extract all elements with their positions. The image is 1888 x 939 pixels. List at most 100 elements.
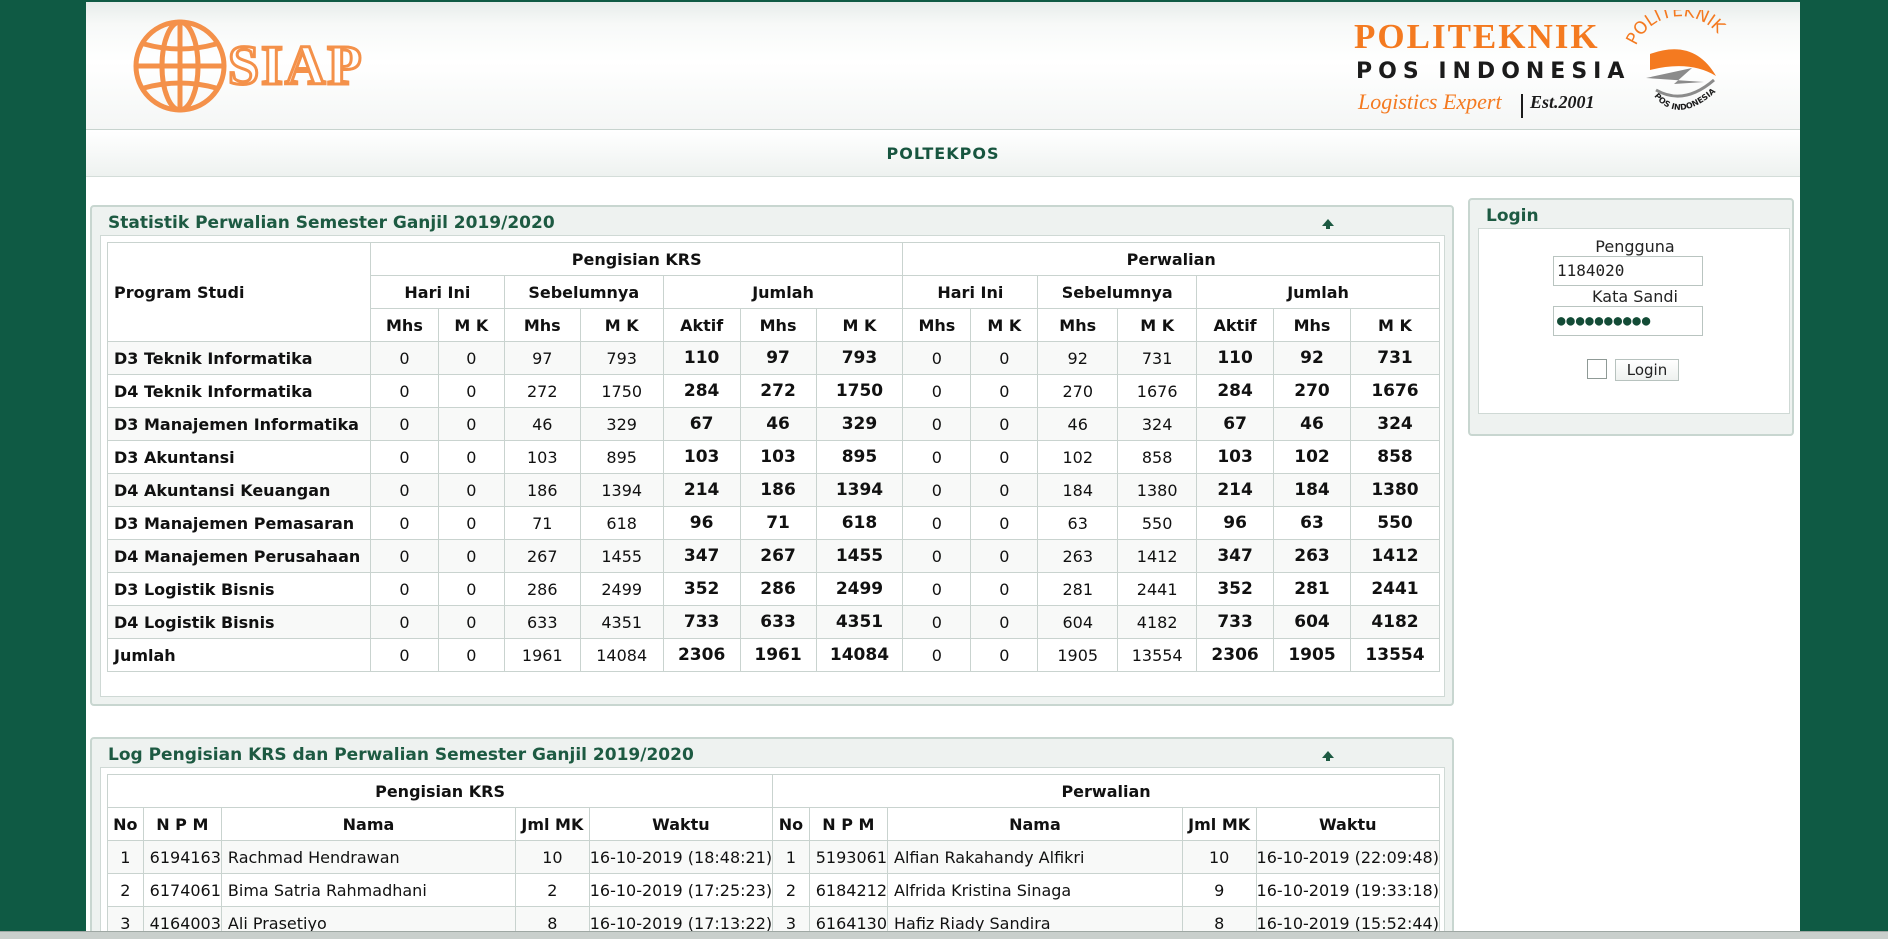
stat-row: D4 Logistik Bisnis 0 0 633 4351 733 633 4351 0 0 6… bbox=[107, 605, 1441, 639]
log-table-body: 1 6194163 Rachmad Hendrawan 10 16-10-2019 (1… bbox=[107, 840, 1440, 939]
stat-cell: 96 bbox=[1196, 506, 1275, 540]
stat-cell: 0 bbox=[970, 572, 1039, 606]
col-npm: N P M bbox=[142, 807, 222, 841]
stat-cell: 14084 bbox=[815, 638, 904, 672]
collapse-up-icon[interactable] bbox=[1322, 751, 1334, 761]
stat-cell: 281 bbox=[1273, 572, 1351, 606]
stat-cell: 4182 bbox=[1349, 605, 1441, 639]
stat-cell: 895 bbox=[815, 440, 904, 474]
page: SIAP POLITEKNIK POS INDONESIA Logistics … bbox=[86, 2, 1800, 939]
log-panel: Log Pengisian KRS dan Perwalian Semester… bbox=[90, 737, 1454, 939]
stat-cell: 0 bbox=[369, 407, 439, 441]
stat-cell: 4182 bbox=[1117, 605, 1198, 639]
stat-cell: 1412 bbox=[1349, 539, 1441, 573]
krs-sebelumnya: Sebelumnya bbox=[503, 275, 664, 309]
group-perwalian: Perwalian bbox=[902, 242, 1440, 276]
stat-row: Jumlah 0 0 1961 14084 2306 1961 14084 0 0 1905 1355… bbox=[107, 638, 1441, 672]
waktu-cell: 16-10-2019 (18:48:21) bbox=[588, 840, 774, 874]
stat-cell: 4351 bbox=[579, 605, 664, 639]
log-group-pengisian-krs: Pengisian KRS bbox=[106, 774, 774, 808]
jml-mk-cell: 2 bbox=[515, 873, 590, 907]
stat-cell: 284 bbox=[1196, 374, 1275, 408]
remember-checkbox[interactable] bbox=[1587, 359, 1607, 379]
stat-cell: 1380 bbox=[1117, 473, 1198, 507]
politeknik-logo[interactable]: POLITEKNIK POS INDONESIA Logistics Exper… bbox=[1344, 10, 1784, 128]
stat-cell: 13554 bbox=[1117, 638, 1198, 672]
username-input[interactable]: 1184020 bbox=[1553, 256, 1703, 286]
stat-cell: 0 bbox=[970, 539, 1039, 573]
password-input[interactable]: ●●●●●●●●●● bbox=[1553, 306, 1703, 336]
stat-cell: 1455 bbox=[815, 539, 904, 573]
stat-cell: 110 bbox=[662, 341, 741, 375]
krs-jumlah: Jumlah bbox=[662, 275, 904, 309]
stat-cell: 0 bbox=[970, 605, 1039, 639]
stat-cell: 71 bbox=[503, 506, 581, 540]
stat-cell: 329 bbox=[815, 407, 904, 441]
stat-cell: 63 bbox=[1273, 506, 1351, 540]
stat-cell: 97 bbox=[503, 341, 581, 375]
login-panel: Login Pengguna 1184020 Kata Sandi ●●●●●●… bbox=[1468, 198, 1794, 436]
password-label: Kata Sandi bbox=[1592, 287, 1678, 306]
stat-cell: 604 bbox=[1037, 605, 1119, 639]
col-mhs: Mhs bbox=[1273, 308, 1351, 342]
stat-cell: 550 bbox=[1117, 506, 1198, 540]
stat-row: D3 Manajemen Informatika 0 0 46 329 67 46 329 0 0… bbox=[107, 407, 1441, 441]
stat-cell: 263 bbox=[1273, 539, 1351, 573]
stat-cell: 0 bbox=[437, 605, 505, 639]
stat-panel: Statistik Perwalian Semester Ganjil 2019… bbox=[90, 205, 1454, 706]
stat-cell: 858 bbox=[1117, 440, 1198, 474]
stat-cell: 63 bbox=[1037, 506, 1119, 540]
program-studi-cell: D4 Teknik Informatika bbox=[107, 374, 371, 408]
col-no: No bbox=[107, 807, 144, 841]
stat-cell: 92 bbox=[1273, 341, 1351, 375]
npm-cell: 4164003 bbox=[142, 906, 222, 939]
col-mk: M K bbox=[1117, 308, 1198, 342]
col-mhs: Mhs bbox=[902, 308, 972, 342]
col-mhs: Mhs bbox=[503, 308, 581, 342]
row-no: 2 bbox=[107, 873, 144, 907]
stat-row: D3 Akuntansi 0 0 103 895 103 103 895 0 0 102 858 103… bbox=[107, 440, 1441, 474]
stat-cell: 1905 bbox=[1037, 638, 1119, 672]
stat-cell: 352 bbox=[1196, 572, 1275, 606]
stat-cell: 4351 bbox=[815, 605, 904, 639]
login-title: Login bbox=[1486, 206, 1539, 226]
stat-cell: 0 bbox=[369, 440, 439, 474]
row-no: 1 bbox=[772, 840, 810, 874]
login-button[interactable]: Login bbox=[1615, 359, 1679, 381]
stat-cell: 103 bbox=[739, 440, 817, 474]
stat-row: D3 Manajemen Pemasaran 0 0 71 618 96 71 618 0 0 63… bbox=[107, 506, 1441, 540]
stat-cell: 0 bbox=[437, 572, 505, 606]
stat-cell: 272 bbox=[503, 374, 581, 408]
jml-mk-cell: 9 bbox=[1181, 873, 1257, 907]
stat-cell: 1961 bbox=[739, 638, 817, 672]
col-waktu: Waktu bbox=[1255, 807, 1440, 841]
stat-cell: 286 bbox=[503, 572, 581, 606]
log-row: 2 6174061 Bima Satria Rahmadhani 2 16-10-201… bbox=[107, 873, 1440, 907]
stat-cell: 0 bbox=[902, 638, 972, 672]
stat-row: D3 Logistik Bisnis 0 0 286 2499 352 286 2499 0 0 2… bbox=[107, 572, 1441, 606]
col-nama: Nama bbox=[220, 807, 517, 841]
stat-cell: 1394 bbox=[815, 473, 904, 507]
stat-cell: 0 bbox=[369, 572, 439, 606]
stat-cell: 633 bbox=[739, 605, 817, 639]
collapse-up-icon[interactable] bbox=[1322, 219, 1334, 229]
stat-cell: 2306 bbox=[662, 638, 741, 672]
col-aktif: Aktif bbox=[662, 308, 741, 342]
stat-cell: 46 bbox=[503, 407, 581, 441]
log-panel-title: Log Pengisian KRS dan Perwalian Semester… bbox=[108, 745, 694, 765]
stat-cell: 2441 bbox=[1117, 572, 1198, 606]
nama-cell: Bima Satria Rahmadhani bbox=[220, 873, 517, 907]
header: SIAP POLITEKNIK POS INDONESIA Logistics … bbox=[86, 2, 1800, 130]
stat-cell: 0 bbox=[970, 407, 1039, 441]
siap-logo[interactable]: SIAP bbox=[132, 16, 462, 116]
stat-cell: 0 bbox=[902, 341, 972, 375]
stat-cell: 0 bbox=[970, 341, 1039, 375]
poltek-name-line2: POS INDONESIA bbox=[1356, 59, 1630, 84]
stat-cell: 0 bbox=[902, 374, 972, 408]
col-jml-mk: Jml MK bbox=[515, 807, 590, 841]
stat-cell: 550 bbox=[1349, 506, 1441, 540]
stat-cell: 186 bbox=[503, 473, 581, 507]
waktu-cell: 16-10-2019 (17:25:23) bbox=[588, 873, 774, 907]
col-mhs: Mhs bbox=[369, 308, 439, 342]
stat-cell: 270 bbox=[1273, 374, 1351, 408]
